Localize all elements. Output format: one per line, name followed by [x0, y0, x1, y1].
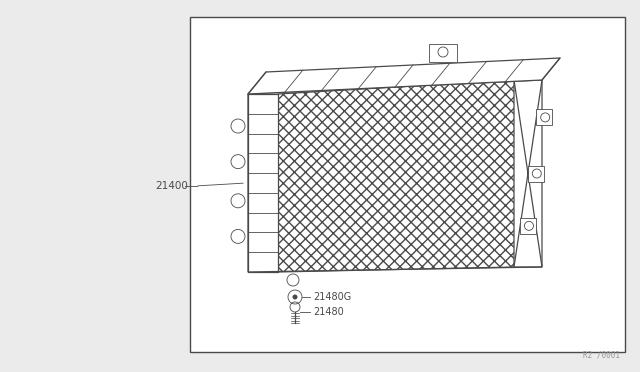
- Polygon shape: [248, 58, 560, 94]
- Text: 21400: 21400: [155, 181, 188, 191]
- Polygon shape: [248, 94, 278, 272]
- Text: 21480: 21480: [313, 307, 344, 317]
- FancyBboxPatch shape: [520, 218, 536, 234]
- FancyBboxPatch shape: [528, 166, 544, 182]
- Text: R2 /0001: R2 /0001: [583, 351, 620, 360]
- FancyBboxPatch shape: [190, 17, 625, 352]
- Text: 21480G: 21480G: [313, 292, 351, 302]
- Polygon shape: [278, 80, 514, 272]
- Circle shape: [292, 295, 298, 299]
- FancyBboxPatch shape: [429, 44, 457, 62]
- Polygon shape: [514, 80, 542, 267]
- FancyBboxPatch shape: [536, 109, 552, 125]
